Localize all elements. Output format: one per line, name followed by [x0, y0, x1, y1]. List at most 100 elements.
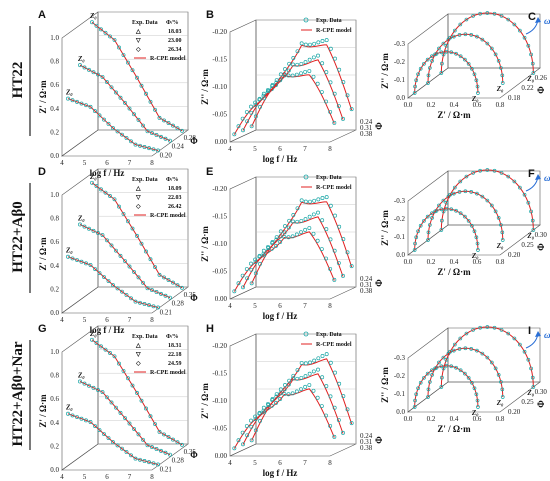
omega-label: ω: [544, 16, 550, 26]
data-point: [162, 275, 166, 280]
data-point: [117, 45, 121, 50]
data-point: [418, 380, 423, 385]
data-point: [100, 74, 105, 79]
data-point: [303, 42, 308, 47]
z-axis-label: Φ: [190, 450, 198, 460]
data-point: [120, 289, 124, 294]
z-tick-label: 0.31: [360, 438, 373, 446]
data-point: [282, 234, 287, 239]
x-tick-label: 6: [105, 316, 109, 324]
x-tick-label: 0.2: [427, 101, 436, 109]
data-point: [485, 198, 490, 203]
data-point: [141, 123, 145, 128]
x-tick-label: 4: [228, 145, 232, 153]
data-point: [87, 383, 91, 388]
data-point: [316, 356, 321, 361]
data-point: [499, 14, 504, 18]
data-point: [316, 53, 320, 58]
panel-C: [407, 11, 541, 99]
model-line: [242, 216, 344, 288]
data-point: [303, 384, 308, 389]
data-point: [303, 199, 308, 204]
data-point: [90, 337, 94, 342]
x-tick-label: 8: [150, 473, 154, 481]
panel-G: [61, 325, 189, 471]
data-point: [278, 240, 283, 244]
data-point: [474, 392, 479, 397]
z0-annotation: Z₀: [77, 214, 85, 222]
z-tick-label: 0.25: [521, 398, 534, 406]
panel-B: [229, 19, 357, 143]
y-tick-label: -0.05: [212, 268, 227, 276]
legend-entry: 18.31: [168, 343, 182, 349]
x-tick-label: 4: [228, 302, 232, 310]
data-point: [441, 355, 446, 360]
panel-D: [61, 168, 189, 314]
y-tick-label: 0.8: [50, 58, 59, 66]
data-point: [349, 107, 354, 112]
data-point: [156, 305, 160, 310]
data-point: [299, 71, 303, 76]
data-point: [168, 138, 172, 143]
model-line: [427, 190, 504, 241]
data-point: [295, 49, 300, 54]
data-point: [451, 34, 456, 39]
data-point: [320, 218, 325, 223]
data-point: [441, 52, 446, 57]
y-tick-label: -0.1: [394, 233, 406, 241]
data-point: [87, 226, 91, 231]
z-tick-label: 0.28: [172, 300, 185, 308]
data-point: [294, 72, 299, 77]
data-point: [156, 148, 160, 153]
legend-header: Φ/%: [166, 177, 179, 183]
x-tick-label: 8: [328, 145, 332, 153]
data-point: [448, 192, 452, 197]
x-tick-label: 7: [303, 459, 307, 467]
x-tick-label: 7: [128, 316, 132, 324]
z0-annotation: Z₀: [65, 89, 73, 97]
data-point: [286, 68, 291, 73]
data-point: [286, 225, 291, 230]
data-point: [489, 203, 494, 208]
data-point: [166, 121, 171, 125]
data-point: [257, 96, 262, 101]
model-line: [242, 59, 344, 131]
data-point: [79, 101, 84, 106]
data-point: [118, 410, 123, 415]
data-point: [458, 179, 463, 184]
data-point: [290, 391, 295, 396]
data-point: [480, 194, 485, 199]
data-point: [295, 368, 300, 372]
y-tick-label: -0.20: [212, 28, 227, 36]
data-point: [463, 189, 468, 194]
data-point: [529, 52, 533, 57]
legend-header: Φ/%: [166, 334, 179, 340]
x-tick-label: 8: [150, 159, 154, 167]
data-point: [454, 365, 458, 370]
x-tick-label: 4: [60, 473, 64, 481]
data-point: [157, 272, 162, 277]
data-point: [512, 179, 517, 184]
data-point: [157, 429, 162, 434]
data-point: [90, 180, 94, 185]
model-line: [79, 64, 171, 142]
arrow-head: [535, 331, 541, 337]
data-point: [258, 261, 262, 266]
data-point: [108, 194, 112, 198]
data-point: [126, 219, 130, 224]
data-point: [474, 235, 479, 240]
z-tick-label: 0.22: [521, 84, 534, 92]
omega-label: ω: [544, 330, 550, 340]
data-point: [135, 233, 139, 238]
legend-entry: 24.59: [168, 361, 182, 367]
data-point: [295, 206, 300, 211]
data-point: [337, 224, 342, 229]
data-point: [500, 387, 505, 392]
data-point: [307, 226, 312, 230]
data-point: [118, 253, 123, 258]
data-point: [439, 71, 444, 75]
x-tick-label: 4: [60, 316, 64, 324]
y-tick-label: -0.3: [394, 197, 406, 205]
data-point: [118, 95, 123, 100]
data-point: [84, 418, 88, 423]
